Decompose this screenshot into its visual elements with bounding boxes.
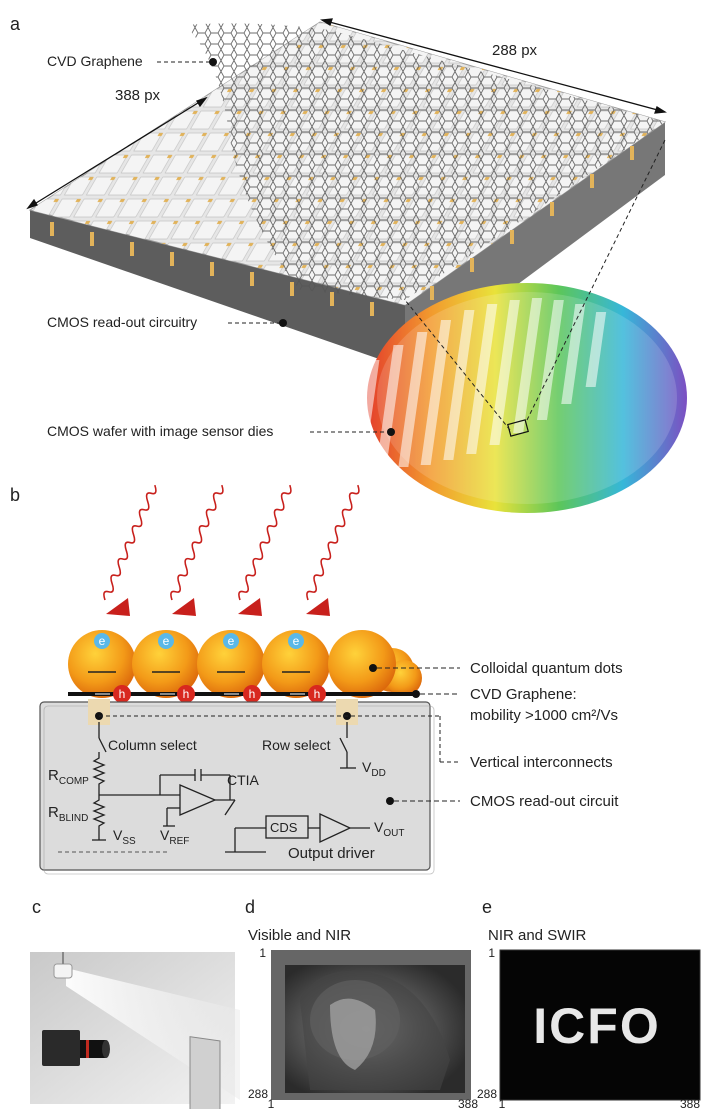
- graphene-sheet: [185, 23, 665, 300]
- hole-label: h: [119, 687, 126, 701]
- height-dimension-label: 388 px: [115, 87, 161, 104]
- graphene-b-marker: [412, 690, 420, 698]
- electrons: e e e e: [94, 633, 304, 649]
- camera-icon: [42, 1030, 110, 1066]
- column-select-label: Column select: [108, 737, 197, 753]
- wafer-label: CMOS wafer with image sensor dies: [47, 423, 273, 439]
- readout-marker: [386, 797, 394, 805]
- panel-label-e: e: [482, 897, 492, 917]
- holes: h h h h: [113, 685, 326, 703]
- graphene-mobility-label: mobility >1000 cm²/Vs: [470, 707, 618, 724]
- vdd-label: VDD: [362, 759, 386, 779]
- cmos-wafer: [333, 283, 687, 513]
- readout-label: CMOS read-out circuit: [470, 793, 619, 810]
- cds-label: CDS: [270, 820, 298, 835]
- panel-label-b: b: [10, 485, 20, 505]
- cmos-marker: [279, 319, 287, 327]
- image-nir-swir: [499, 949, 701, 1101]
- circuit-wiring: [92, 722, 370, 853]
- hole-label: h: [249, 687, 256, 701]
- panel-d-y-top: 1: [259, 946, 266, 960]
- panel-e-y-bottom: 288: [477, 1087, 497, 1101]
- panel-d-y-bottom: 288: [248, 1087, 268, 1101]
- icfo-image-text: ICFO: [533, 998, 660, 1054]
- r-blind-label: RBLIND: [48, 804, 88, 824]
- electron-label: e: [228, 634, 235, 648]
- panel-e-y-top: 1: [488, 946, 495, 960]
- panel-label-d: d: [245, 897, 255, 917]
- electron-label: e: [163, 634, 170, 648]
- panel-label-c: c: [32, 897, 41, 917]
- light-arrowheads: [106, 598, 330, 616]
- qd-label: Colloidal quantum dots: [470, 660, 623, 677]
- interconnect-label: Vertical interconnects: [470, 754, 613, 771]
- output-driver-label: Output driver: [288, 845, 375, 862]
- panel-label-a: a: [10, 14, 21, 34]
- panel-d-title: Visible and NIR: [248, 927, 351, 944]
- panel-d-x-right: 388: [458, 1097, 478, 1109]
- height-dimension-arrow: [26, 96, 208, 210]
- width-dimension-arrow: [320, 18, 667, 114]
- camera-scene: [30, 952, 240, 1109]
- graphene-marker: [209, 58, 217, 66]
- quantum-dots: [68, 630, 422, 698]
- hole-label: h: [183, 687, 190, 701]
- zoom-line-right: [526, 139, 666, 421]
- row-select-label: Row select: [262, 737, 331, 753]
- r-comp-label: RCOMP: [48, 767, 89, 787]
- panel-e-x-left: 1: [499, 1097, 506, 1109]
- electron-label: e: [293, 634, 300, 648]
- hole-label: h: [314, 687, 321, 701]
- vout-label: VOUT: [374, 819, 404, 839]
- cmos-label: CMOS read-out circuitry: [47, 314, 197, 330]
- qd-marker: [369, 664, 377, 672]
- graphene-b-label: CVD Graphene:: [470, 686, 577, 703]
- wafer-marker: [387, 428, 395, 436]
- vss-label: VSS: [113, 827, 136, 847]
- lamp-icon: [53, 952, 73, 979]
- graphene-label: CVD Graphene: [47, 53, 143, 69]
- panel-d-x-left: 1: [268, 1097, 275, 1109]
- vref-label: VREF: [160, 827, 189, 847]
- width-dimension-label: 288 px: [492, 42, 538, 59]
- electron-label: e: [99, 634, 106, 648]
- ctia-label: CTIA: [227, 772, 260, 788]
- image-visible-nir: [271, 950, 471, 1100]
- panel-e-title: NIR and SWIR: [488, 927, 587, 944]
- panel-e-x-right: 388: [680, 1097, 700, 1109]
- light-waves: [103, 484, 360, 601]
